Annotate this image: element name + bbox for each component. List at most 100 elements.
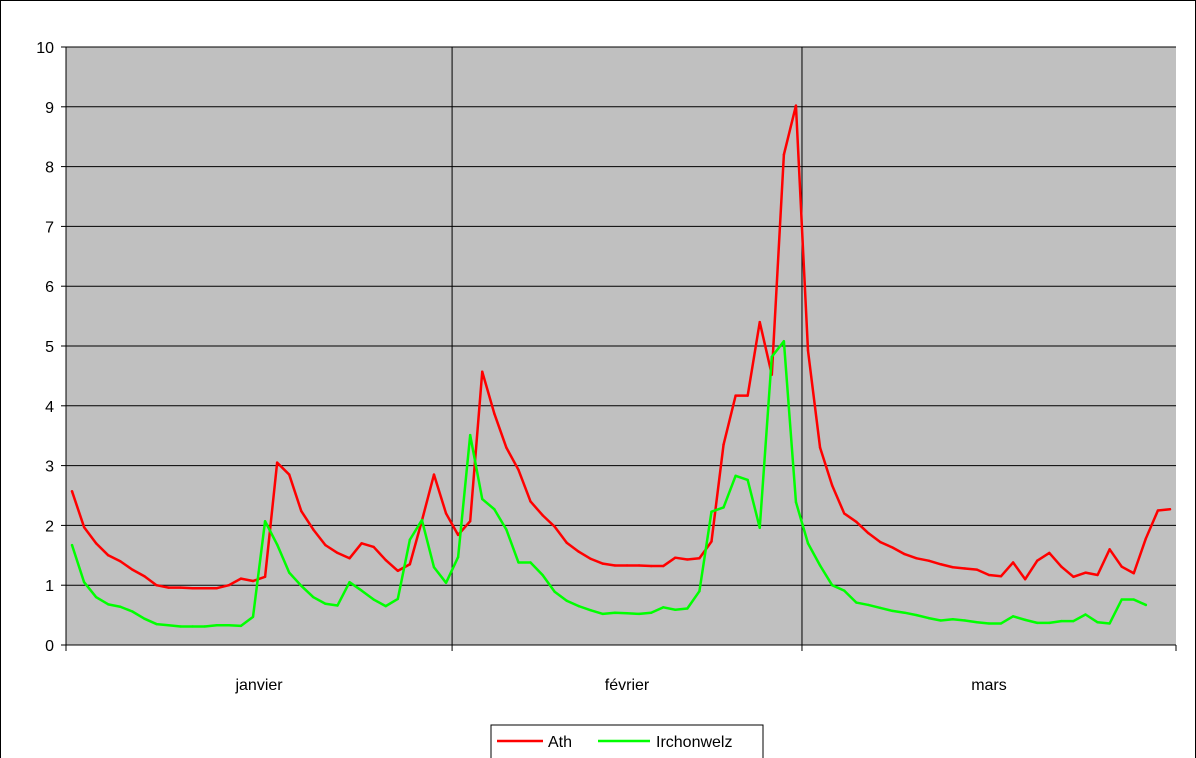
data-point [891,609,894,613]
data-point [94,595,98,599]
data-point [1144,603,1148,607]
x-axis: janvier février mars [65,644,1177,694]
data-point [1144,537,1148,540]
data-point [70,490,74,493]
data-point [625,612,629,615]
legend-label-irchonwelz: Irchonwelz [656,734,732,751]
data-point [589,609,593,612]
data-point [903,611,906,614]
data-point [975,568,979,571]
data-point [1156,509,1160,512]
data-point [758,320,761,324]
data-point [155,584,158,587]
legend: Ath Irchonwelz [490,724,764,758]
data-point [601,562,605,565]
data-point [1108,622,1111,625]
data-point [734,474,737,477]
y-tick-label: 8 [45,160,54,177]
data-point [589,557,593,561]
data-point [794,104,798,107]
data-point [637,564,641,567]
data-point [1108,548,1111,551]
data-point [493,412,496,415]
data-point [565,541,568,544]
y-tick-label: 5 [45,339,54,356]
data-point [312,595,315,599]
data-point [396,569,399,573]
data-point [517,468,520,471]
data-point [553,525,556,528]
data-point [746,478,749,482]
data-point [275,543,279,546]
data-point [456,555,460,559]
data-point [179,625,182,628]
x-category-label: janvier [234,677,283,694]
data-point [131,568,134,571]
data-point [1096,573,1099,577]
data-point [191,586,194,590]
data-point [263,520,267,523]
data-point [227,624,231,627]
data-point [577,550,580,553]
data-point [239,624,243,628]
data-point [637,612,641,616]
data-point [674,608,677,611]
data-point [722,443,725,446]
data-point [927,559,930,562]
data-point [939,619,942,622]
data-point [1060,619,1063,623]
data-point [396,597,399,601]
data-point [179,586,182,589]
data-point [710,540,713,543]
data-point [529,561,532,564]
data-point [1048,551,1051,555]
data-point [951,618,954,621]
y-tick-label: 3 [45,459,54,476]
data-point [541,514,544,517]
data-point [625,564,629,567]
data-point [1168,508,1172,511]
data-point [288,473,291,476]
data-point [698,589,701,593]
data-point [82,525,86,529]
data-point [782,153,786,156]
data-point [541,573,544,577]
data-point [722,506,725,509]
data-point [806,349,810,352]
data-point [903,552,906,556]
data-point [999,622,1003,625]
data-point [613,611,617,614]
data-point [987,573,991,577]
y-axis: 0 1 2 3 4 5 6 7 8 9 10 [36,40,67,655]
data-point [891,546,894,549]
data-point [493,508,496,511]
data-point [867,531,870,535]
data-point [360,542,363,545]
data-point [577,604,580,608]
data-point [505,528,508,531]
data-point [420,518,424,522]
data-point [1048,621,1051,625]
data-point [855,601,858,604]
y-tick-label: 1 [45,578,54,595]
data-point [275,461,279,464]
data-point [662,564,665,568]
x-category-label: février [605,677,650,694]
data-point [408,563,412,566]
data-point [444,512,448,515]
data-point [408,538,412,541]
data-point [915,613,918,617]
data-point [227,584,231,587]
data-point [698,557,701,560]
data-point [300,509,303,513]
data-point [131,610,134,613]
data-point [336,604,339,607]
data-point [203,625,206,628]
data-point [505,446,508,449]
data-point [1084,571,1087,574]
data-point [119,605,122,608]
y-tick-label: 9 [45,100,54,117]
data-point [867,603,870,607]
data-point [167,586,170,589]
